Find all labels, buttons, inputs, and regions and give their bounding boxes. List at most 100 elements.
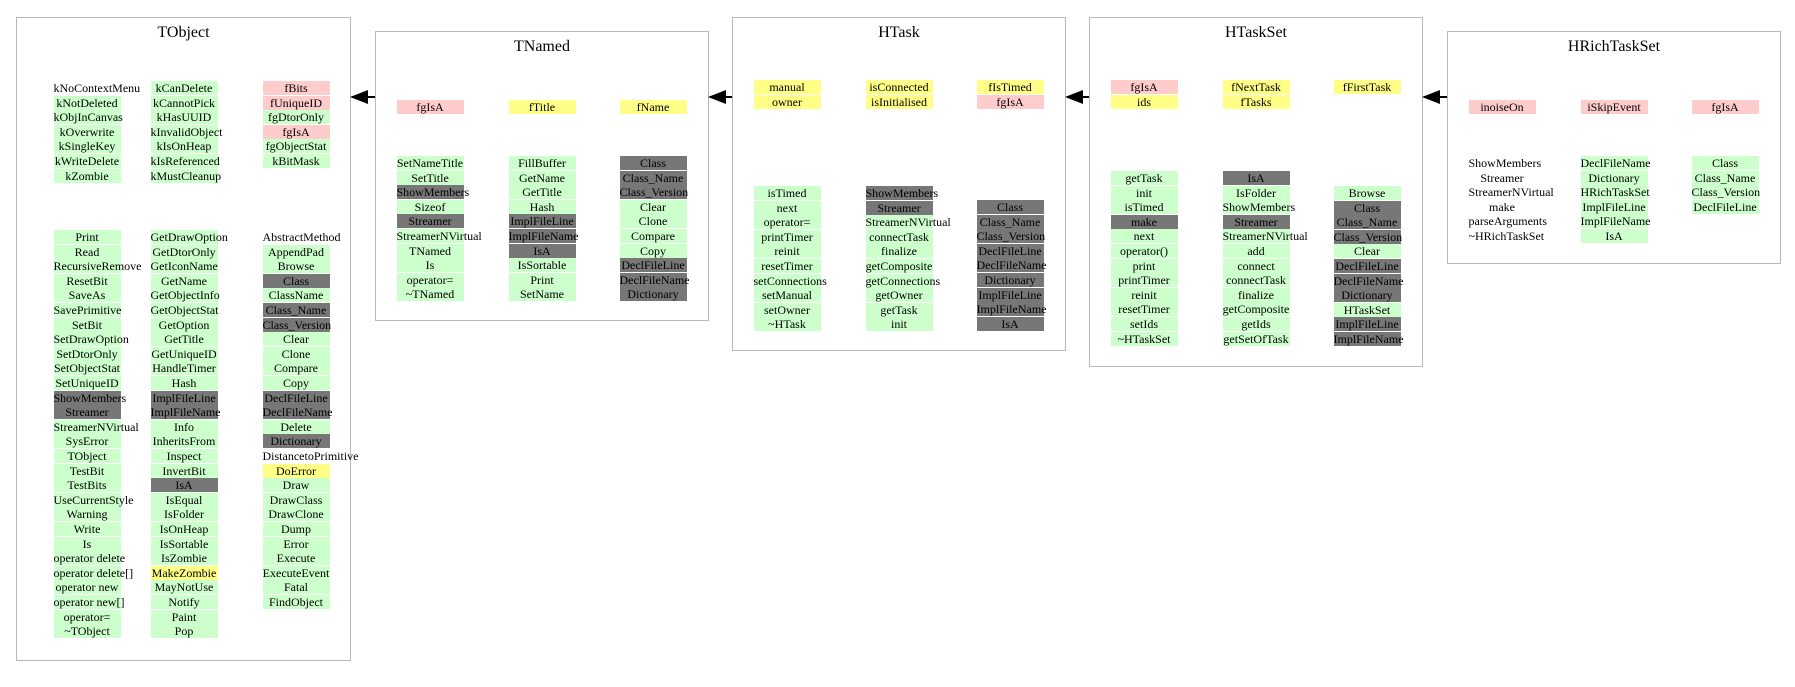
- member-function: operator new: [53, 580, 121, 595]
- member-function: Dictionary: [1333, 288, 1401, 303]
- member-function: DeclFileLine: [1691, 199, 1759, 214]
- member-function: make: [1110, 214, 1178, 229]
- member-function: StreamerNVirtual: [865, 215, 951, 230]
- inheritance-arrow-hrichtaskset-htaskset: [1422, 90, 1447, 104]
- member-function: SetObjectStat: [53, 361, 121, 376]
- member-function: operator delete[]: [53, 565, 134, 580]
- class-title: HTask: [878, 24, 920, 41]
- member-function: Is: [53, 536, 121, 551]
- member-function: StreamerNVirtual: [53, 419, 139, 434]
- data-member: kObjInCanvas: [53, 110, 123, 125]
- member-function: Dictionary: [262, 434, 330, 449]
- member-function: add: [1222, 244, 1290, 258]
- member-function: Compare: [262, 361, 330, 376]
- member-function: GetTitle: [150, 332, 218, 347]
- member-function: Write: [53, 522, 121, 536]
- member-function: GetName: [508, 170, 576, 185]
- member-function: resetTimer: [753, 259, 821, 273]
- member-function: MayNotUse: [150, 580, 218, 595]
- member-function: parseArguments: [1468, 214, 1547, 229]
- inheritance-arrow-htask-tnamed: [708, 90, 732, 104]
- data-member: kMustCleanup: [150, 168, 222, 183]
- member-function: Class_Name: [976, 214, 1044, 229]
- member-function: Sizeof: [396, 199, 464, 214]
- member-function: Class: [1691, 156, 1759, 170]
- data-member: fTasks: [1222, 94, 1290, 109]
- member-function: Class_Name: [1333, 215, 1401, 230]
- member-function: SavePrimitive: [53, 303, 122, 317]
- class-box-tnamed: TNamed fgIsA fTitle fName SetNameTitle SetTi…: [375, 31, 709, 321]
- data-member: kCannotPick: [150, 95, 218, 110]
- member-function: reinit: [1110, 287, 1178, 302]
- member-function: DeclFileName: [619, 272, 690, 287]
- member-function: IsOnHeap: [150, 522, 218, 536]
- member-function: Class_Name: [262, 303, 330, 317]
- member-function: Hash: [508, 199, 576, 214]
- member-function: DoError: [262, 463, 330, 478]
- member-function: SetDtorOnly: [53, 346, 121, 361]
- member-function: Is: [396, 258, 464, 273]
- member-function: TestBit: [53, 463, 121, 478]
- member-function: StreamerNVirtual: [1222, 229, 1308, 244]
- member-function: Dictionary: [976, 273, 1044, 287]
- data-member: iSkipEvent: [1580, 100, 1648, 114]
- class-title: HRichTaskSet: [1567, 38, 1661, 55]
- member-function: Warning: [53, 507, 121, 522]
- member-function: Dump: [262, 522, 330, 536]
- member-function: Info: [150, 419, 218, 434]
- member-function: next: [753, 200, 821, 215]
- member-function: TNamed: [396, 243, 464, 258]
- data-member: kNotDeleted: [53, 95, 121, 110]
- member-function: ClassName: [262, 288, 330, 303]
- member-function: GetTitle: [508, 185, 576, 200]
- member-function: Print: [53, 230, 121, 244]
- member-function: Streamer: [1222, 214, 1290, 229]
- member-function: Streamer: [865, 200, 933, 215]
- member-function: Print: [508, 272, 576, 287]
- member-function: IsSortable: [508, 258, 576, 273]
- member-function: IsEqual: [150, 492, 218, 507]
- member-function: Dictionary: [1580, 170, 1648, 185]
- member-function: IsA: [1580, 229, 1648, 243]
- member-function: Clear: [1333, 244, 1401, 259]
- member-function: ImplFileLine: [976, 287, 1044, 302]
- member-function: InvertBit: [150, 463, 218, 478]
- member-function: GetOption: [150, 317, 218, 332]
- data-member: kSingleKey: [53, 139, 121, 154]
- member-function: Browse: [1333, 186, 1401, 200]
- member-function: isTimed: [753, 186, 821, 200]
- member-function: GetName: [150, 273, 218, 288]
- member-function: getComposite: [865, 259, 933, 273]
- member-function: connect: [1222, 258, 1290, 273]
- data-member: fgIsA: [262, 124, 330, 139]
- data-member: kNoContextMenu: [53, 81, 141, 95]
- member-function: IsSortable: [150, 536, 218, 551]
- member-function: IsA: [1222, 171, 1290, 185]
- member-function: IsZombie: [150, 551, 218, 566]
- member-function: setConnections: [753, 273, 827, 288]
- member-function: Read: [53, 244, 121, 259]
- member-function: SetDrawOption: [53, 332, 129, 347]
- data-member: ids: [1110, 94, 1178, 109]
- class-title: TObject: [157, 24, 210, 41]
- member-function: setIds: [1110, 317, 1178, 331]
- member-function: ImplFileName: [508, 229, 579, 243]
- member-function: operator=: [753, 215, 821, 230]
- member-function: ImplFileLine: [1580, 199, 1648, 214]
- member-function: Class_Version: [976, 229, 1046, 244]
- member-function: Class: [976, 200, 1044, 214]
- member-function: setManual: [753, 288, 821, 303]
- data-member: fUniqueID: [262, 95, 330, 110]
- member-function: GetObjectInfo: [150, 288, 220, 303]
- inheritance-arrow-htaskset-htask: [1065, 90, 1089, 104]
- member-function: getConnections: [865, 273, 941, 288]
- member-function: Streamer: [1480, 170, 1524, 185]
- member-function: Browse: [262, 259, 330, 274]
- data-member: kHasUUID: [150, 110, 218, 125]
- member-function: Pop: [150, 624, 218, 639]
- data-member: fIsTimed: [976, 80, 1044, 94]
- member-function: Class: [619, 156, 687, 170]
- member-function: getComposite: [1222, 302, 1290, 317]
- data-member: kOverwrite: [53, 124, 121, 139]
- member-function: ShowMembers: [1468, 156, 1542, 170]
